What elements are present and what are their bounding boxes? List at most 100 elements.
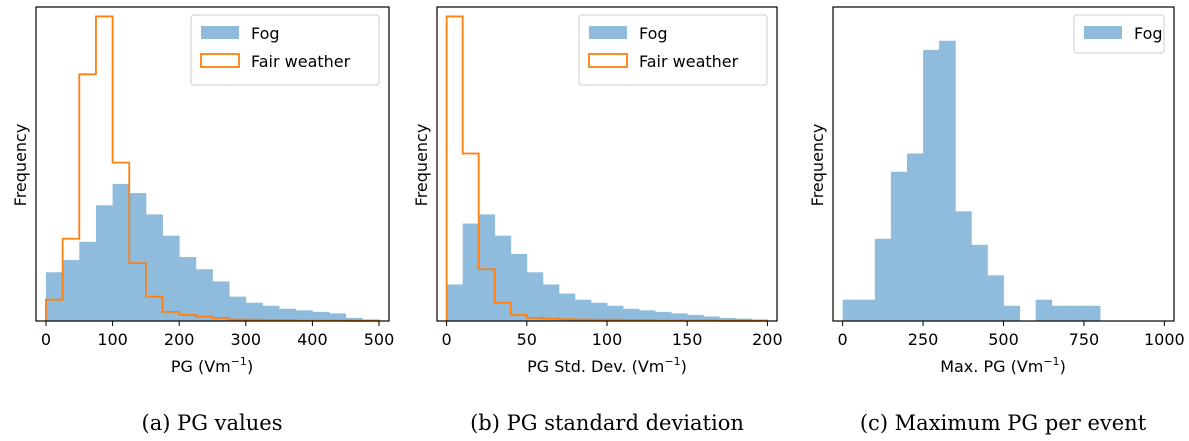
fog-bar [262, 305, 280, 321]
fog-bar [842, 299, 860, 321]
x-tick-label: 100 [592, 330, 623, 349]
legend-label: Fog [251, 24, 280, 43]
x-axis-label: PG Std. Dev. (Vm−1) [527, 355, 687, 376]
fog-bar [345, 317, 363, 321]
fog-bar [906, 153, 924, 321]
fog-bar [179, 257, 197, 321]
x-tick-label: 0 [41, 330, 51, 349]
legend-box [578, 14, 768, 86]
fog-bar [590, 302, 608, 321]
fog-bar [1003, 305, 1020, 321]
fog-bar [639, 310, 656, 321]
x-tick-label: 750 [1069, 330, 1100, 349]
fog-bar [703, 316, 720, 321]
panel-pg-std-dev: 0 50 100 150 200 PG Std. Dev. (Vm−1) Frequen… [412, 6, 783, 435]
fog-bar [939, 40, 956, 321]
fog-bar [735, 318, 752, 321]
x-axis-label: Max. PG (Vm−1) [940, 355, 1066, 376]
fog-bar [687, 314, 704, 321]
fog-bar [494, 235, 512, 321]
fair-weather-step-line [45, 15, 380, 322]
x-tick-label: 0 [442, 330, 452, 349]
fair-weather-step-line [445, 15, 769, 322]
fog-bar [45, 272, 64, 321]
caption: (a) PG values [142, 411, 283, 435]
fog-bar [195, 269, 213, 321]
x-tick-label: 200 [164, 330, 195, 349]
fog-bar [245, 302, 263, 321]
legend-swatch-fair-weather [200, 53, 240, 68]
legend-box [190, 14, 380, 86]
x-tick-label: 500 [364, 330, 395, 349]
y-axis-label: Frequency [11, 124, 30, 207]
legend: Fog Fair weather [578, 14, 768, 86]
x-tick-label: 100 [97, 330, 128, 349]
fog-bar [162, 235, 180, 321]
fog-bar [1051, 305, 1069, 321]
legend-label: Fair weather [639, 52, 739, 71]
legend-swatch-fair-weather [588, 53, 628, 68]
y-axis-label: Frequency [808, 124, 827, 207]
legend-swatch-fog [201, 26, 239, 39]
x-ticks: 0 100 200 300 400 500 [41, 321, 394, 349]
caption: (c) Maximum PG per event [860, 411, 1147, 435]
x-ticks: 0 250 500 750 1000 [838, 321, 1185, 349]
x-tick-label: 500 [988, 330, 1019, 349]
fog-bar [329, 313, 347, 321]
fog-bar [955, 211, 972, 321]
x-tick-label: 200 [752, 330, 783, 349]
caption: (b) PG standard deviation [470, 411, 744, 435]
plot-area [45, 15, 380, 322]
fog-bar [574, 299, 592, 321]
fog-bar [212, 281, 230, 321]
fog-bar [923, 49, 940, 322]
legend: Fog Fair weather [190, 14, 380, 86]
legend-label: Fog [639, 24, 668, 43]
fog-bar [112, 183, 130, 321]
fog-bar [719, 317, 736, 321]
fog-bar [145, 214, 163, 321]
fog-bar [971, 244, 988, 321]
fog-bar [79, 241, 97, 321]
x-tick-label: 400 [297, 330, 328, 349]
fog-bar [95, 205, 113, 321]
x-tick-label: 50 [517, 330, 537, 349]
y-axis-label: Frequency [412, 124, 431, 207]
x-tick-label: 1000 [1144, 330, 1185, 349]
panel-max-pg: 0 250 500 750 1000 Max. PG (Vm−1) Frequency … [808, 6, 1185, 435]
plot-area [842, 40, 1101, 322]
fog-bar [607, 305, 624, 321]
x-tick-label: 0 [838, 330, 848, 349]
x-axis-label: PG (Vm−1) [171, 355, 253, 376]
fog-bar [312, 311, 330, 321]
fog-bar [446, 284, 464, 321]
fog-bar [1083, 305, 1101, 321]
fog-bar [295, 310, 313, 321]
x-ticks: 0 50 100 150 200 [442, 321, 783, 349]
panel-pg-values: 0 100 200 300 400 500 PG (Vm−1) Frequency Fog… [11, 6, 394, 435]
fog-bar [229, 296, 247, 321]
fog-bar [858, 299, 876, 321]
fog-bar [890, 171, 908, 321]
fog-bar [1035, 299, 1053, 321]
fog-bar [62, 260, 80, 321]
fog-bar [526, 272, 544, 321]
fog-bar [462, 223, 480, 321]
x-tick-label: 250 [908, 330, 939, 349]
axes-frame [35, 6, 390, 322]
fog-bar [478, 214, 496, 321]
fog-bar [987, 275, 1004, 321]
fog-bar [655, 311, 672, 321]
x-tick-label: 300 [231, 330, 262, 349]
legend-swatch-fog [589, 26, 627, 39]
legend: Fog [1073, 14, 1165, 54]
fog-bar [129, 193, 147, 321]
plot-area [445, 15, 769, 322]
fog-bar [874, 238, 892, 321]
fog-bar [279, 308, 297, 321]
fog-bar [623, 308, 640, 321]
legend-label: Fog [1134, 24, 1163, 43]
fog-bar [510, 253, 528, 321]
legend-label: Fair weather [251, 52, 351, 71]
